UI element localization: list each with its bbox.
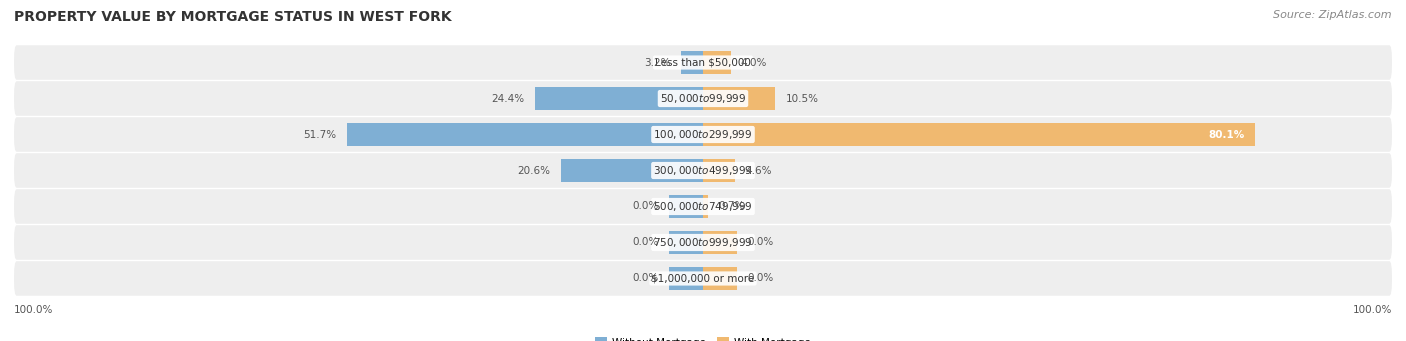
Text: 51.7%: 51.7% (304, 130, 336, 139)
Text: 0.0%: 0.0% (631, 237, 658, 248)
Text: $1,000,000 or more: $1,000,000 or more (651, 273, 755, 283)
Text: 24.4%: 24.4% (492, 93, 524, 104)
Text: 4.0%: 4.0% (741, 58, 768, 68)
Text: $500,000 to $749,999: $500,000 to $749,999 (654, 200, 752, 213)
Bar (703, 87, 775, 110)
FancyBboxPatch shape (14, 153, 1392, 188)
Bar (703, 51, 731, 74)
Bar (669, 231, 703, 254)
Text: 3.2%: 3.2% (644, 58, 671, 68)
FancyBboxPatch shape (14, 261, 1392, 296)
FancyBboxPatch shape (14, 45, 1392, 80)
Bar (561, 159, 703, 182)
Text: 10.5%: 10.5% (786, 93, 818, 104)
Legend: Without Mortgage, With Mortgage: Without Mortgage, With Mortgage (591, 333, 815, 341)
Text: 0.7%: 0.7% (718, 202, 745, 211)
Bar (669, 195, 703, 218)
Text: $750,000 to $999,999: $750,000 to $999,999 (654, 236, 752, 249)
Bar (681, 51, 703, 74)
Text: Less than $50,000: Less than $50,000 (655, 58, 751, 68)
Text: 100.0%: 100.0% (14, 306, 53, 315)
Bar (703, 231, 738, 254)
FancyBboxPatch shape (14, 81, 1392, 116)
Bar (703, 123, 1254, 146)
Bar (703, 159, 735, 182)
Text: 100.0%: 100.0% (1353, 306, 1392, 315)
Text: $50,000 to $99,999: $50,000 to $99,999 (659, 92, 747, 105)
Bar (347, 123, 703, 146)
Text: 0.0%: 0.0% (631, 202, 658, 211)
Text: 80.1%: 80.1% (1208, 130, 1244, 139)
Text: 0.0%: 0.0% (748, 237, 775, 248)
Text: $100,000 to $299,999: $100,000 to $299,999 (654, 128, 752, 141)
Text: 4.6%: 4.6% (745, 165, 772, 176)
Text: PROPERTY VALUE BY MORTGAGE STATUS IN WEST FORK: PROPERTY VALUE BY MORTGAGE STATUS IN WES… (14, 10, 451, 24)
Bar (703, 267, 738, 290)
Text: $300,000 to $499,999: $300,000 to $499,999 (654, 164, 752, 177)
Bar (703, 195, 707, 218)
FancyBboxPatch shape (14, 189, 1392, 224)
Text: Source: ZipAtlas.com: Source: ZipAtlas.com (1274, 10, 1392, 20)
FancyBboxPatch shape (14, 225, 1392, 260)
Text: 0.0%: 0.0% (748, 273, 775, 283)
Text: 0.0%: 0.0% (631, 273, 658, 283)
Bar (534, 87, 703, 110)
FancyBboxPatch shape (14, 117, 1392, 152)
Bar (669, 267, 703, 290)
Text: 20.6%: 20.6% (517, 165, 551, 176)
